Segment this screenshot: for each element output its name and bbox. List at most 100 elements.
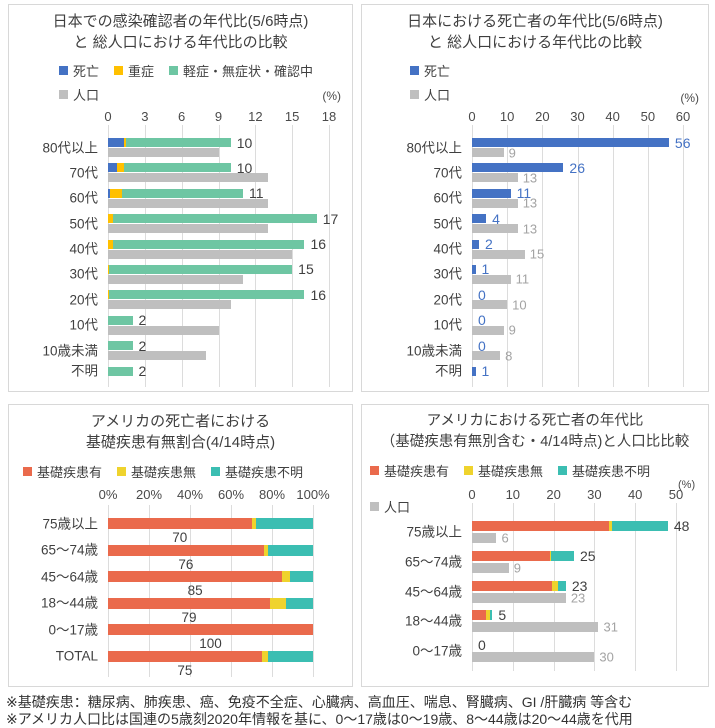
axis-tick: 50 (668, 487, 684, 502)
axis-tick: 20 (535, 109, 550, 124)
value-label: 25 (580, 547, 596, 564)
axis-tick: 40 (605, 109, 620, 124)
bar-segment (472, 249, 525, 259)
population-label: 9 (508, 145, 516, 160)
legend-label: 人口 (384, 500, 411, 515)
bar-segment (108, 173, 268, 183)
chart-rows: 80代以上 56 9 70代 26 13 60代 11 13 50代 4 13 40代 2 15 30代 1 11… (406, 133, 690, 387)
legend-label: 基礎疾患不明 (225, 465, 304, 480)
legend-item: 基礎疾患不明 (558, 461, 650, 480)
population-label: 23 (570, 590, 586, 606)
chart-row: TOTAL 75 (56, 650, 313, 677)
legend-label: 重症 (128, 64, 155, 79)
category-label: 18〜44歳 (404, 613, 462, 629)
bar-segment (472, 163, 564, 173)
population-bar (108, 325, 329, 335)
chart-row: 不明 1 (435, 362, 683, 387)
category-label: 65〜74歳 (40, 542, 98, 558)
bar-segment (108, 198, 268, 208)
bar-segment (472, 562, 509, 573)
bar-segment (108, 518, 252, 529)
axis-tick: 15 (284, 109, 300, 124)
category-label: 10代 (69, 317, 98, 333)
legend-label: 基礎疾患有 (384, 464, 450, 479)
value-label: 23 (571, 577, 588, 594)
legend-swatch-icon (117, 467, 127, 476)
chart-rows: 80代以上 10 70代 10 60代 11 50代 17 40代 16 30代 15 20代 16 10代… (42, 133, 338, 387)
value-bar: 16 (108, 286, 329, 303)
chart-rows: 75歳以上 48 6 65〜74歳 25 9 45〜64歳 23 23 18〜44歳 5 31 0〜17… (405, 518, 689, 667)
axis-tick: 30 (587, 487, 602, 502)
category-label: 60代 (69, 190, 98, 206)
population-bar (108, 198, 329, 208)
axis-ticks: 0% 20% 40% 60% 80% 100% (99, 487, 330, 502)
legend-swatch-icon (370, 466, 379, 475)
value-bar: 0 (472, 339, 683, 353)
bar-segment (110, 188, 122, 198)
population-bar (108, 300, 329, 310)
population-label: 11 (515, 271, 530, 287)
chart-row: 65〜74歳 25 9 (405, 547, 676, 578)
bar-segment (472, 533, 497, 543)
value-label: 4 (492, 210, 500, 227)
chart-title-line1: アメリカの死亡者における (90, 413, 271, 430)
gridline (190, 505, 191, 677)
bar-segment (286, 597, 313, 609)
chart-row: 40代 2 15 (433, 235, 683, 262)
bar-segment (472, 366, 476, 376)
bar-segment (108, 239, 113, 249)
bar-segment (108, 249, 293, 259)
category-label: 0〜17歳 (412, 643, 462, 659)
bar-segment (472, 188, 511, 198)
bar-segment (108, 351, 207, 361)
value-bar: 5 (472, 607, 676, 624)
chart-row: 50代 17 (69, 209, 338, 234)
value-label: 5 (498, 607, 507, 624)
axis-ticks: 0 10 20 30 40 50 (468, 487, 683, 502)
footnotes: ※基礎疾患：糖尿病、肺疾患、癌、免疫不全症、心臓病、高血圧、喘息、腎臓病、GI … (6, 694, 633, 728)
population-bar (108, 274, 329, 284)
chart-title-line1: アメリカにおける死亡者の年代比 (426, 413, 644, 429)
gridline (272, 505, 273, 677)
value-bar: 11 (108, 186, 329, 200)
axis-tick: 30 (570, 109, 585, 124)
population-label: 15 (529, 246, 545, 262)
bar-segment (108, 290, 110, 300)
bar-segment (267, 650, 313, 662)
chart-row: 80代以上 56 9 (406, 133, 690, 160)
bar-segment (472, 300, 508, 310)
bar-segment (486, 610, 490, 621)
bar-segment (109, 290, 305, 300)
chart-row: 60代 11 (69, 184, 329, 209)
value-bar: 15 (108, 262, 329, 276)
legend-row: 死亡 (410, 61, 450, 80)
value-label: 1 (481, 363, 490, 380)
legend-row: 人口 (59, 85, 99, 104)
axis-tick: 0 (468, 109, 476, 124)
population-label: 8 (505, 348, 513, 364)
value-bar: 0 (472, 288, 683, 302)
chart-row: 0〜17歳 100 (48, 623, 313, 650)
percent-axis-label: (%) (678, 479, 696, 491)
chart-rows: 75歳以上 70 65〜74歳 76 45〜64歳 85 18〜44歳 79 0〜17歳 100 T… (41, 517, 313, 677)
gridline (329, 125, 330, 387)
category-label: 10代 (433, 317, 462, 333)
bar-segment (472, 138, 669, 147)
chart-row: 10代 0 9 (433, 311, 683, 337)
bar-segment (608, 521, 612, 531)
population-label: 13 (522, 221, 538, 237)
legend-item: 人口 (59, 85, 99, 104)
value-label: 16 (310, 286, 327, 303)
chart-row: 70代 26 13 (433, 158, 683, 186)
bar-segment (263, 544, 268, 556)
legend-item: 基礎疾患不明 (211, 462, 303, 481)
chart-row: 75歳以上 48 6 (406, 518, 689, 548)
axis-ticks: 0 3 6 9 12 15 18 (104, 109, 336, 124)
population-bar: 13 (472, 197, 683, 210)
value-bar: 1 (472, 363, 683, 380)
plot-area: 80代以上 10 70代 10 60代 11 50代 17 40代 16 30代 15 20代 16 10代… (42, 125, 338, 387)
population-label: 13 (522, 170, 538, 186)
value-label: 0 (478, 637, 486, 654)
gridline (542, 125, 544, 387)
